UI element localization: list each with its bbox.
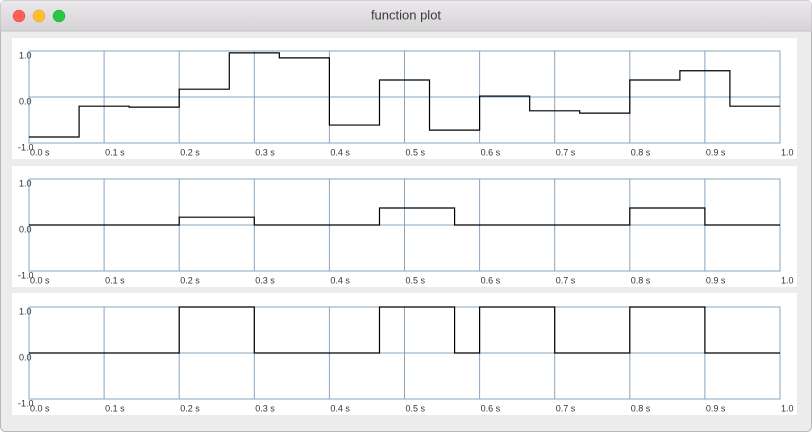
y-tick-label: -1.0	[18, 270, 34, 280]
y-tick-label: 1.0	[19, 178, 32, 188]
x-tick-label: 0.3 s	[255, 147, 275, 157]
x-tick-label: 1.0	[781, 403, 794, 413]
x-tick-label: 0.0 s	[30, 147, 50, 157]
x-tick-label: 0.6 s	[481, 275, 501, 285]
window-title: function plot	[371, 7, 441, 22]
x-tick-label: 0.2 s	[180, 403, 200, 413]
x-tick-label: 0.1 s	[105, 275, 125, 285]
x-tick-label: 0.0 s	[30, 403, 50, 413]
signal-line	[29, 306, 780, 354]
x-tick-label: 0.4 s	[330, 275, 350, 285]
x-tick-label: 0.2 s	[180, 147, 200, 157]
x-tick-label: 0.1 s	[105, 403, 125, 413]
x-tick-label: 1.0	[781, 147, 794, 157]
x-tick-label: 0.8 s	[631, 403, 651, 413]
x-tick-label: 0.3 s	[255, 403, 275, 413]
signal-line	[29, 52, 780, 138]
x-tick-label: 0.5 s	[406, 275, 426, 285]
y-tick-label: 0.0	[19, 224, 32, 234]
x-tick-label: 0.8 s	[631, 147, 651, 157]
minimize-button[interactable]	[32, 9, 46, 23]
y-tick-label: 1.0	[19, 306, 32, 316]
signal-line	[29, 207, 780, 226]
x-tick-label: 0.9 s	[706, 403, 726, 413]
x-tick-label: 0.9 s	[706, 275, 726, 285]
y-tick-label: 0.0	[19, 352, 32, 362]
y-tick-label: -1.0	[18, 398, 34, 408]
x-tick-label: 0.0 s	[30, 275, 50, 285]
x-tick-label: 0.8 s	[631, 275, 651, 285]
x-tick-label: 0.6 s	[481, 403, 501, 413]
x-tick-label: 0.7 s	[556, 147, 576, 157]
x-tick-label: 0.9 s	[706, 147, 726, 157]
x-tick-label: 0.7 s	[556, 275, 576, 285]
y-tick-label: -1.0	[18, 142, 34, 152]
x-tick-label: 0.6 s	[481, 147, 501, 157]
x-tick-label: 0.1 s	[105, 147, 125, 157]
x-tick-label: 0.4 s	[330, 147, 350, 157]
close-button[interactable]	[12, 9, 26, 23]
y-tick-label: 1.0	[19, 50, 32, 60]
x-tick-label: 0.2 s	[180, 275, 200, 285]
zoom-button[interactable]	[52, 9, 66, 23]
x-tick-label: 0.3 s	[255, 275, 275, 285]
y-tick-label: 0.0	[19, 96, 32, 106]
x-tick-label: 1.0	[781, 275, 794, 285]
title-bar	[0, 0, 812, 31]
x-tick-label: 0.4 s	[330, 403, 350, 413]
x-tick-label: 0.5 s	[406, 147, 426, 157]
x-tick-label: 0.5 s	[406, 403, 426, 413]
x-tick-label: 0.7 s	[556, 403, 576, 413]
